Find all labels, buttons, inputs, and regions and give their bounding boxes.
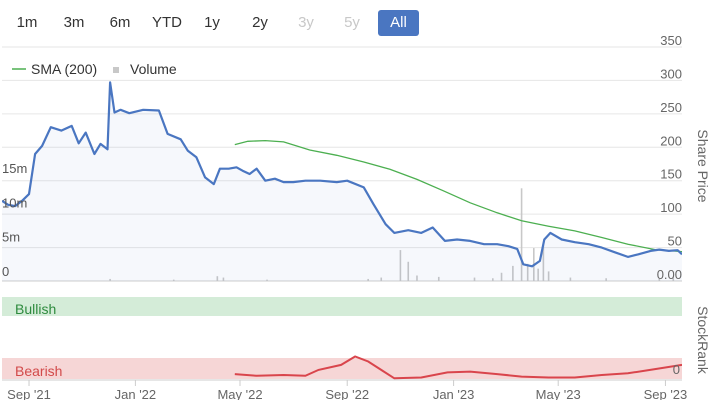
volume-tick-label: 15m — [2, 161, 27, 176]
bearish-label: Bearish — [15, 363, 62, 379]
line-series — [2, 81, 683, 380]
volume-tick-label: 10m — [2, 195, 27, 210]
volume-bar — [542, 245, 545, 281]
volume-bar — [672, 277, 675, 281]
range-selector: 1m 3m 6m YTD 1y 2y 3y 5y All — [0, 8, 440, 38]
volume-bar — [367, 278, 369, 281]
price-tick-label: 100 — [660, 200, 682, 215]
range-button-ytd[interactable]: YTD — [152, 14, 182, 31]
axis-labels: Sep '21 Jan '22 May '22 Sep '22 Jan '23 May '… — [2, 33, 711, 400]
volume-bar — [526, 263, 529, 281]
x-tick-label: Jan '23 — [433, 387, 475, 400]
stockrank-bands — [2, 297, 682, 379]
price-tick-label: 200 — [660, 133, 682, 148]
volume-bar — [109, 278, 111, 281]
volume-bar — [416, 275, 418, 281]
x-tick-label: May '23 — [536, 387, 581, 400]
x-tick-label: Sep '23 — [644, 387, 688, 400]
volume-bar — [407, 261, 410, 281]
volume-bar — [399, 250, 402, 281]
range-button-5y: 5y — [344, 14, 360, 31]
range-button-6m[interactable]: 6m — [109, 14, 131, 31]
price-tick-label: 0.00 — [657, 267, 682, 282]
volume-bar — [172, 279, 175, 281]
price-tick-label: 300 — [660, 66, 682, 81]
range-button-2y[interactable]: 2y — [252, 14, 268, 31]
square-swatch-icon — [113, 67, 119, 73]
price-tick-label: 150 — [660, 167, 682, 182]
range-button-3y: 3y — [298, 14, 314, 31]
volume-bar — [658, 278, 661, 281]
volume-bar — [537, 268, 539, 281]
volume-bar — [380, 277, 383, 281]
volume-bar — [437, 276, 440, 281]
x-tick-label: Jan '22 — [115, 387, 157, 400]
volume-tick-label: 5m — [2, 230, 20, 245]
volume-bar — [512, 265, 514, 281]
range-button-1m[interactable]: 1m — [16, 14, 38, 31]
price-line — [2, 81, 682, 268]
price-tick-label: 350 — [660, 33, 682, 48]
volume-bar — [266, 279, 268, 281]
volume-bar — [520, 188, 523, 281]
volume-bar — [473, 277, 476, 281]
stockrank-tick-label: 0 — [673, 362, 680, 377]
volume-bar — [605, 278, 607, 281]
price-tick-label: 50 — [668, 234, 682, 249]
price-tick-label: 250 — [660, 100, 682, 115]
volume-bar — [492, 278, 494, 281]
bullish-label: Bullish — [15, 301, 56, 317]
stockrank-axis-title: StockRank — [695, 306, 711, 375]
volume-tick-label: 0 — [2, 264, 9, 279]
stockrank-line — [234, 355, 682, 380]
legend-sma[interactable]: SMA (200) — [31, 61, 97, 77]
volume-bar — [222, 277, 225, 281]
x-tick-label: May '22 — [217, 387, 262, 400]
range-button-3m[interactable]: 3m — [63, 14, 85, 31]
legend-volume[interactable]: Volume — [130, 61, 177, 77]
bullish-band — [2, 297, 682, 316]
share-price-axis-title: Share Price — [695, 129, 711, 202]
range-button-all[interactable]: All — [378, 10, 419, 36]
x-tick-label: Sep '22 — [325, 387, 369, 400]
volume-bar — [547, 271, 550, 281]
volume-bar — [216, 276, 219, 281]
volume-bar — [500, 272, 503, 281]
bearish-band — [2, 358, 682, 379]
volume-bar — [569, 277, 572, 281]
x-tick-label: Sep '21 — [7, 387, 51, 400]
sma-200-line — [234, 139, 683, 253]
range-button-1y[interactable]: 1y — [204, 14, 220, 31]
